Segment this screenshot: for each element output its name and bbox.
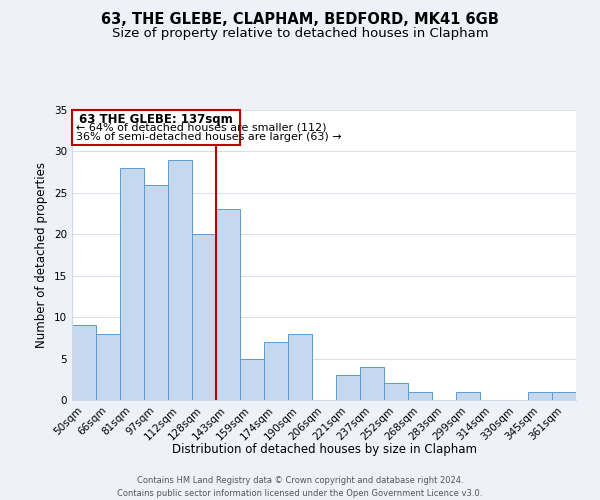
Bar (168, 160, 192, 400)
Bar (120, 168, 144, 400)
Text: 63, THE GLEBE, CLAPHAM, BEDFORD, MK41 6GB: 63, THE GLEBE, CLAPHAM, BEDFORD, MK41 6G… (101, 12, 499, 28)
Bar (72, 326, 96, 400)
Bar (240, 358, 264, 400)
Y-axis label: Number of detached properties: Number of detached properties (35, 162, 49, 348)
Bar (96, 334, 120, 400)
Text: ← 64% of detached houses are smaller (112): ← 64% of detached houses are smaller (11… (76, 123, 326, 133)
Text: Contains HM Land Registry data © Crown copyright and database right 2024.: Contains HM Land Registry data © Crown c… (137, 476, 463, 485)
Text: Contains public sector information licensed under the Open Government Licence v3: Contains public sector information licen… (118, 489, 482, 498)
Bar (384, 384, 408, 400)
Text: Distribution of detached houses by size in Clapham: Distribution of detached houses by size … (172, 442, 476, 456)
Bar (288, 334, 312, 400)
Bar (408, 392, 432, 400)
Text: Size of property relative to detached houses in Clapham: Size of property relative to detached ho… (112, 28, 488, 40)
Bar (552, 392, 576, 400)
Bar (456, 392, 480, 400)
Bar (336, 375, 360, 400)
Bar (360, 367, 384, 400)
Bar (216, 210, 240, 400)
Text: 36% of semi-detached houses are larger (63) →: 36% of semi-detached houses are larger (… (76, 132, 341, 142)
Bar (264, 342, 288, 400)
FancyBboxPatch shape (72, 110, 240, 145)
Bar (192, 234, 216, 400)
Bar (144, 184, 168, 400)
Text: 63 THE GLEBE: 137sqm: 63 THE GLEBE: 137sqm (79, 114, 233, 126)
Bar (528, 392, 552, 400)
